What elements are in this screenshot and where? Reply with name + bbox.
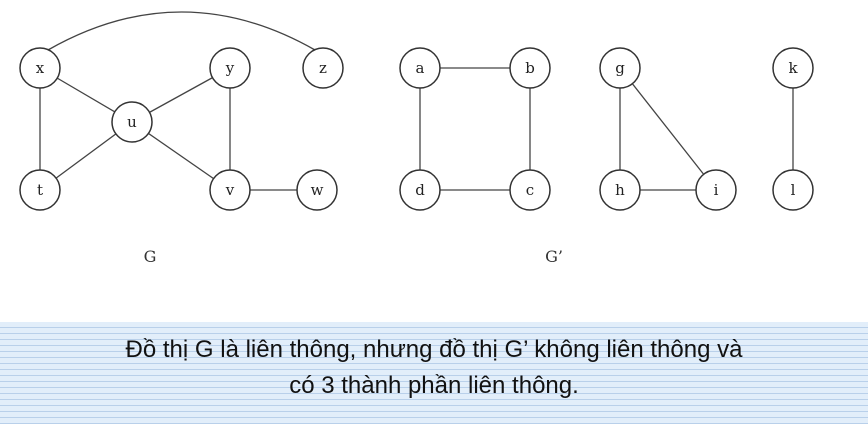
node-u-circle: [111, 101, 153, 143]
edge-x-z: [47, 11, 316, 51]
node-c: c: [509, 169, 551, 211]
node-g-label: g: [615, 59, 625, 77]
node-a: a: [399, 47, 441, 89]
node-i-label: i: [714, 181, 719, 199]
node-c-label: c: [526, 181, 534, 199]
node-y-circle: [209, 47, 251, 89]
node-w: w: [296, 169, 338, 211]
node-y: y: [209, 47, 251, 89]
caption-line-1: Đồ thị G là liên thông, nhưng đồ thị G’ …: [125, 336, 743, 363]
caption-line-2: có 3 thành phần liên thông.: [289, 372, 579, 399]
node-l-label: l: [791, 181, 796, 199]
node-b-label: b: [525, 59, 535, 77]
node-d-circle: [399, 169, 441, 211]
node-c-circle: [509, 169, 551, 211]
node-h: h: [599, 169, 641, 211]
graph-g-label: G: [144, 247, 157, 266]
node-h-circle: [599, 169, 641, 211]
node-x-label: x: [36, 59, 45, 77]
node-w-circle: [296, 169, 338, 211]
caption-box: Đồ thị G là liên thông, nhưng đồ thị G’ …: [0, 322, 868, 424]
node-t: t: [19, 169, 61, 211]
node-k: k: [772, 47, 814, 89]
node-v-label: v: [225, 181, 235, 199]
node-u-label: u: [127, 113, 137, 131]
node-t-circle: [19, 169, 61, 211]
node-h-label: h: [615, 181, 625, 199]
node-v: v: [209, 169, 251, 211]
node-l-circle: [772, 169, 814, 211]
node-k-circle: [772, 47, 814, 89]
node-b: b: [509, 47, 551, 89]
node-l: l: [772, 169, 814, 211]
node-x: x: [19, 47, 61, 89]
node-g: g: [599, 47, 641, 89]
edge-g-i: [619, 67, 717, 191]
graph-diagram: x y z u t v w a b c d g h i k l G G’: [19, 11, 814, 266]
node-d: d: [399, 169, 441, 211]
node-v-circle: [209, 169, 251, 211]
node-z: z: [302, 47, 344, 89]
node-t-label: t: [37, 181, 43, 199]
node-y-label: y: [225, 59, 235, 77]
node-b-circle: [509, 47, 551, 89]
graph-g-prime-label: G’: [545, 247, 563, 266]
node-i-circle: [695, 169, 737, 211]
node-i: i: [695, 169, 737, 211]
node-u: u: [111, 101, 153, 143]
node-w-label: w: [311, 181, 324, 199]
node-d-label: d: [415, 181, 425, 199]
node-z-label: z: [319, 59, 327, 77]
node-a-circle: [399, 47, 441, 89]
node-k-label: k: [788, 59, 798, 77]
node-x-circle: [19, 47, 61, 89]
node-g-circle: [599, 47, 641, 89]
node-z-circle: [302, 47, 344, 89]
node-a-label: a: [416, 59, 425, 77]
